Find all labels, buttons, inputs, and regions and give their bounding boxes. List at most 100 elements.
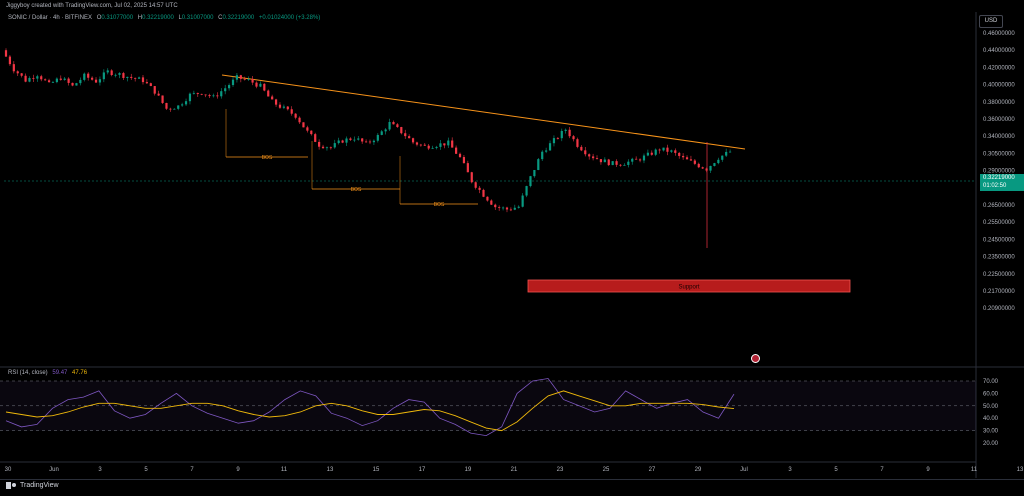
candle-body [341,140,344,143]
candle-body [278,104,282,108]
candle-body [462,157,466,164]
candle-body [717,159,720,164]
candle-body [490,200,493,205]
tradingview-logo[interactable]: TradingView [6,482,59,489]
close-key: C [218,15,223,21]
candle-body [376,134,379,141]
price-tick-label: 0.42000000 [983,65,1015,71]
candle-body [227,85,231,89]
candle-body [584,150,587,155]
candle-body [59,78,62,80]
candle-body [455,147,458,154]
candle-body [220,91,223,97]
rsi-tick-label: 70.00 [983,379,999,385]
candle-body [55,78,58,83]
candle-body [282,106,285,108]
time-tick-label: 15 [373,467,380,473]
candle-body [310,130,313,135]
rsi-tick-label: 30.00 [983,429,999,435]
candle-body [443,143,446,146]
support-label: Support [678,285,699,291]
candle-body [478,187,481,190]
candle-body [521,195,524,207]
candle-body [51,82,55,83]
price-tick-label: 0.29000000 [983,169,1015,175]
candle-body [678,152,681,156]
time-tick-label: 3 [788,467,792,473]
candle-body [415,142,419,145]
candle-body [4,50,8,57]
candle-body [184,101,188,105]
candle-body [267,90,270,97]
candle-body [188,93,192,102]
candle-body [153,86,156,94]
candle-body [603,159,606,163]
candle-body [353,139,356,141]
rsi-tick-label: 60.00 [983,391,999,397]
price-chart-svg[interactable]: 0.46000000 0.44000000 0.42000000 0.40000000… [0,0,1024,480]
rsi-title[interactable]: RSI (14, close) [8,370,48,376]
candle-body [482,189,485,197]
us-flag-icon[interactable] [751,354,760,363]
candle-body [149,83,152,87]
candle-body [40,76,43,80]
symbol-label[interactable]: SONIC / Dollar · 4h · BITFINEX [8,15,93,21]
candle-body [114,74,117,76]
price-tick-label: 0.44000000 [983,48,1015,54]
candle-body [501,207,505,209]
candle-body [627,161,630,165]
bar-countdown: 01:02:50 [983,183,1007,189]
currency-button[interactable]: USD [979,15,1003,28]
candle-body [63,78,66,80]
candle-body [364,141,368,143]
candle-body [697,163,700,168]
candle-body [145,82,149,84]
candle-body [157,93,160,96]
candle-body [94,79,98,83]
candle-body [298,117,301,123]
candle-body [196,92,199,94]
candle-body [384,129,387,132]
tradingview-logo-icon [6,482,17,489]
candle-body [427,145,430,149]
time-tick-label: 9 [926,467,930,473]
price-tick-label: 0.24500000 [983,237,1015,243]
candle-body [674,150,677,153]
candle-body [431,147,434,149]
candle-body [247,79,250,80]
price-tick-label: 0.20900000 [983,306,1015,312]
price-tick-label: 0.46000000 [983,31,1015,37]
candle-body [314,134,317,142]
candle-body [404,133,407,137]
candle-body [67,78,70,83]
candle-body [83,73,86,80]
candle-body [705,168,708,171]
time-tick-label: 17 [419,467,426,473]
time-tick-label: 5 [834,467,838,473]
price-tick-label: 0.38000000 [983,100,1015,106]
candle-body [423,144,426,146]
price-tick-label: 0.26500000 [983,203,1015,209]
price-tick-label: 0.30500000 [983,151,1015,157]
candle-body [75,83,78,86]
candle-body [161,95,164,103]
bos-label: BOS [351,187,362,193]
candle-body [548,143,552,151]
candle-body [541,151,544,160]
candle-body [380,131,383,135]
candle-body [302,122,305,128]
time-tick-label: 9 [236,467,240,473]
candle-body [728,151,732,153]
rsi-value: 59.47 [52,370,68,376]
price-tick-label: 0.23500000 [983,255,1015,261]
candle-body [306,127,309,131]
candle-body [400,127,403,134]
candle-body [98,79,102,83]
candle-body [102,72,105,80]
time-tick-label: 25 [603,467,610,473]
candle-body [349,138,352,140]
footer-bar [0,479,1024,496]
low-value: 0.31007000 [181,15,214,21]
candle-body [259,83,262,87]
candle-body [141,77,145,83]
